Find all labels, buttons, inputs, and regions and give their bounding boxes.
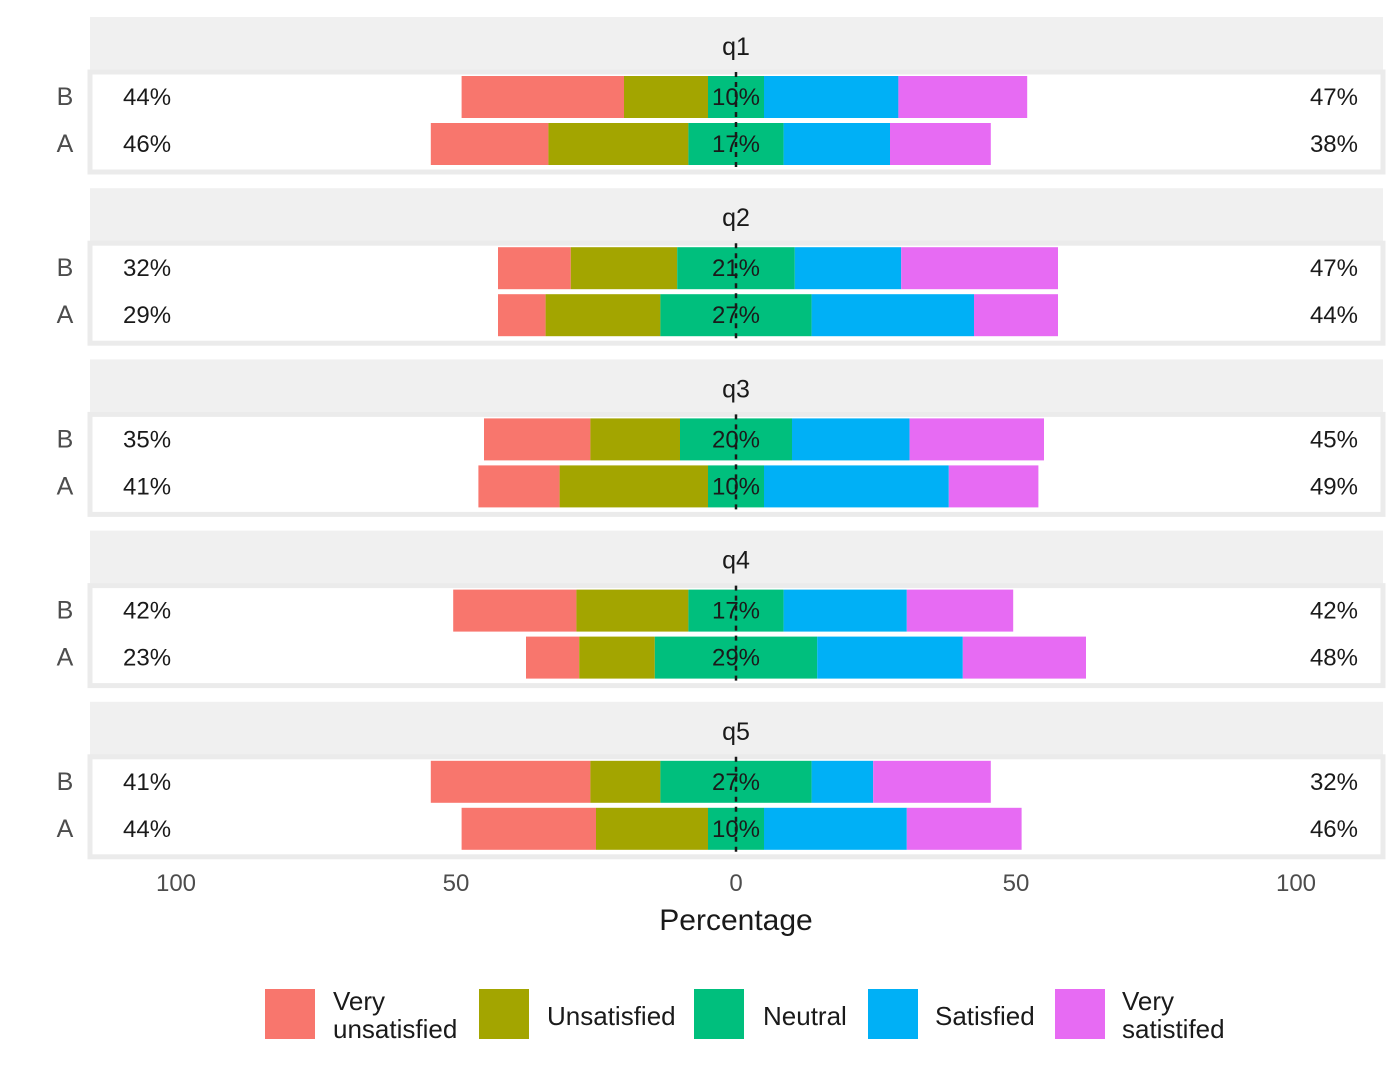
x-tick-label: 100: [1276, 870, 1316, 897]
legend-label: Unsatisfied: [547, 1001, 676, 1031]
legend-label: unsatisfied: [333, 1014, 457, 1044]
legend-key: [694, 989, 744, 1039]
bar-segment: [498, 247, 571, 289]
bar-segment: [907, 808, 1022, 850]
low-percent-label: 35%: [123, 426, 171, 453]
bar-segment: [873, 761, 991, 803]
low-percent-label: 44%: [123, 84, 171, 111]
group-label: B: [57, 597, 74, 625]
legend-key: [868, 989, 918, 1039]
x-axis-title: Percentage: [659, 904, 812, 937]
group-label: B: [57, 768, 74, 796]
high-percent-label: 49%: [1310, 473, 1358, 500]
bar-segment: [462, 808, 596, 850]
low-percent-label: 46%: [123, 131, 171, 158]
bar-segment: [963, 637, 1086, 679]
low-percent-label: 41%: [123, 769, 171, 796]
group-label: B: [57, 254, 74, 282]
group-label: A: [57, 130, 74, 158]
bar-segment: [764, 76, 898, 118]
low-percent-label: 23%: [123, 645, 171, 672]
high-percent-label: 46%: [1310, 816, 1358, 843]
group-label: B: [57, 83, 74, 111]
low-percent-label: 32%: [123, 255, 171, 282]
low-percent-label: 41%: [123, 473, 171, 500]
low-percent-label: 44%: [123, 816, 171, 843]
legend-label: Very: [1122, 986, 1174, 1016]
bar-segment: [910, 418, 1044, 460]
legend-key: [479, 989, 529, 1039]
bar-segment: [901, 247, 1058, 289]
bar-segment: [453, 590, 576, 632]
bar-segment: [596, 808, 708, 850]
group-label: A: [57, 644, 74, 672]
bar-segment: [812, 294, 974, 336]
x-tick-label: 0: [729, 870, 742, 897]
x-tick-label: 50: [1003, 870, 1030, 897]
x-tick-label: 100: [156, 870, 196, 897]
low-percent-label: 29%: [123, 302, 171, 329]
bar-segment: [526, 637, 579, 679]
legend-label: Satisfied: [935, 1001, 1035, 1031]
bar-segment: [624, 76, 708, 118]
bar-segment: [817, 637, 963, 679]
bar-segment: [890, 123, 991, 165]
group-label: A: [57, 301, 74, 329]
bar-segment: [949, 465, 1039, 507]
low-percent-label: 42%: [123, 598, 171, 625]
bar-segment: [590, 418, 680, 460]
bar-segment: [812, 761, 874, 803]
high-percent-label: 38%: [1310, 131, 1358, 158]
bar-segment: [484, 418, 590, 460]
facet-label: q5: [722, 718, 750, 746]
bar-segment: [974, 294, 1058, 336]
bar-segment: [907, 590, 1013, 632]
legend-key: [265, 989, 315, 1039]
group-label: A: [57, 472, 74, 500]
bar-segment: [431, 123, 549, 165]
bar-segment: [498, 294, 546, 336]
high-percent-label: 45%: [1310, 426, 1358, 453]
legend-key: [1055, 989, 1105, 1039]
bar-segment: [560, 465, 708, 507]
group-label: B: [57, 425, 74, 453]
facet-label: q1: [722, 33, 750, 61]
high-percent-label: 47%: [1310, 84, 1358, 111]
x-tick-label: 50: [443, 870, 470, 897]
legend-label: Neutral: [763, 1001, 847, 1031]
bar-segment: [784, 123, 890, 165]
bar-segment: [478, 465, 559, 507]
high-percent-label: 42%: [1310, 598, 1358, 625]
bar-segment: [764, 465, 949, 507]
bar-segment: [576, 590, 688, 632]
bar-segment: [548, 123, 688, 165]
facet-label: q4: [722, 547, 750, 575]
group-label: A: [57, 815, 74, 843]
bar-segment: [590, 761, 660, 803]
high-percent-label: 48%: [1310, 645, 1358, 672]
legend-label: satistifed: [1122, 1014, 1225, 1044]
bar-segment: [792, 418, 910, 460]
bar-segment: [462, 76, 624, 118]
facet-label: q2: [722, 204, 750, 232]
bar-segment: [764, 808, 907, 850]
bar-segment: [579, 637, 655, 679]
legend-label: Very: [333, 986, 385, 1016]
high-percent-label: 32%: [1310, 769, 1358, 796]
bar-segment: [898, 76, 1027, 118]
bar-segment: [571, 247, 677, 289]
facet-label: q3: [722, 375, 750, 403]
bar-segment: [784, 590, 907, 632]
bar-segment: [431, 761, 591, 803]
high-percent-label: 47%: [1310, 255, 1358, 282]
high-percent-label: 44%: [1310, 302, 1358, 329]
bar-segment: [546, 294, 661, 336]
bar-segment: [795, 247, 901, 289]
